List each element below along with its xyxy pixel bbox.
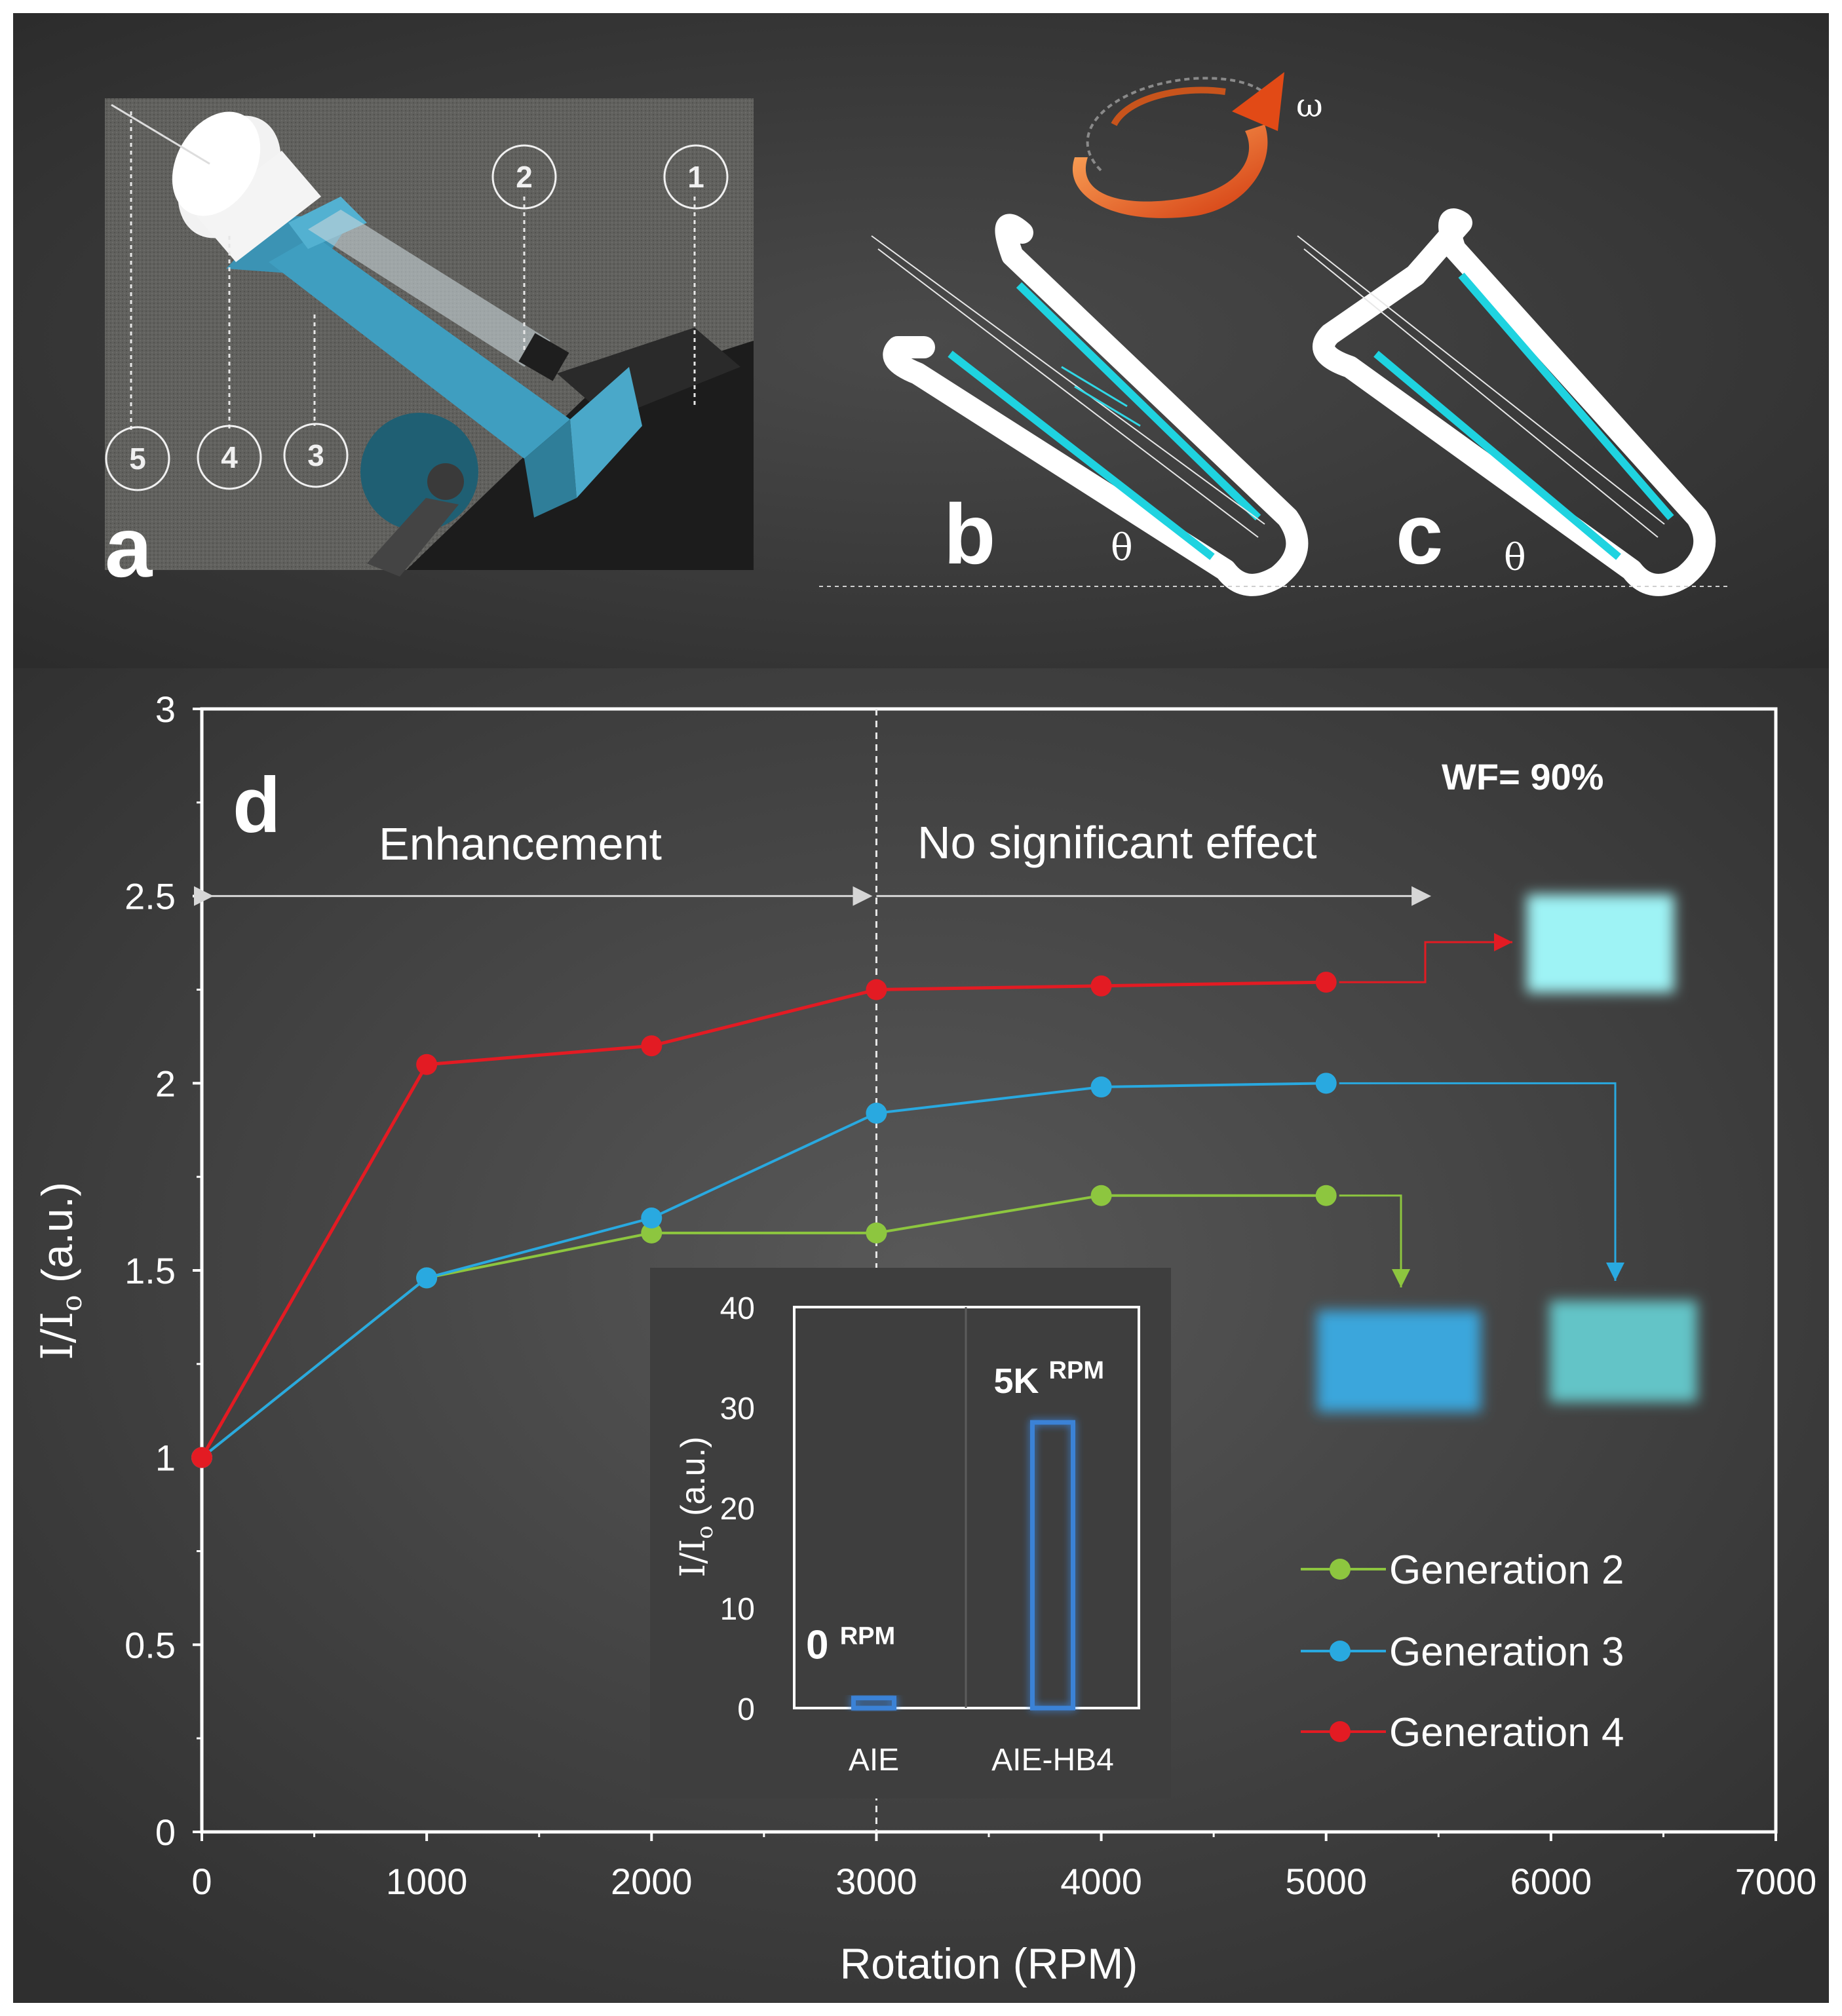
y-axis-label-unit: (a.u.) <box>33 1182 81 1295</box>
inset-bar <box>1030 1420 1075 1711</box>
svg-text:I/Io (a.u.): I/Io (a.u.) <box>674 1437 718 1578</box>
callout-4: 4 <box>221 440 238 474</box>
data-point-generation-4 <box>866 979 887 1000</box>
omega-symbol: ω <box>1296 86 1323 124</box>
x-tick-label: 7000 <box>1735 1861 1817 1902</box>
data-point-generation-2 <box>641 1222 662 1244</box>
data-point-generation-3 <box>416 1267 438 1289</box>
main-chart: 0 0.5 1 1.5 2 2.5 3 0 1000 2000 3000 4000 5000 6000 7… <box>32 689 1816 1988</box>
rotation-arrow-icon <box>1072 72 1284 218</box>
x-tick-label: 2000 <box>611 1861 693 1902</box>
x-tick-label: 5000 <box>1285 1861 1367 1902</box>
inset-y-label-group: I/Io (a.u.) <box>674 1437 718 1578</box>
panel-d-label: d <box>233 761 280 849</box>
panel-b-label: b <box>944 486 995 582</box>
connector-generation-2-head <box>1392 1269 1410 1287</box>
legend-label: Generation 3 <box>1389 1629 1624 1675</box>
inset-y-tick-label: 0 <box>737 1692 755 1727</box>
swatch-generation-4 <box>1527 894 1674 993</box>
data-point-generation-4 <box>1090 975 1112 997</box>
data-point-generation-4 <box>641 1035 662 1057</box>
connector-generation-4 <box>1339 941 1512 983</box>
connector-generation-3-head <box>1606 1263 1624 1281</box>
x-axis-label: Rotation (RPM) <box>840 1939 1138 1988</box>
swatch-generation-3 <box>1550 1301 1697 1402</box>
data-point-generation-2 <box>1090 1185 1112 1206</box>
inset-chart: 0 10 20 30 40 0 RPM 5K RPM AIE AIE-HB4 I/Io (a… <box>650 1268 1171 1798</box>
data-point-generation-3 <box>1090 1076 1112 1098</box>
y-axis-label-sub: o <box>56 1295 88 1311</box>
inset-bar-label: 5K RPM <box>994 1357 1105 1401</box>
inset-bar-label: 0 RPM <box>806 1623 895 1668</box>
y-tick-label: 0 <box>155 1812 176 1853</box>
inset-y-tick-label: 40 <box>720 1291 755 1326</box>
enhancement-label: Enhancement <box>379 818 662 869</box>
panel-a-label: a <box>105 499 153 595</box>
series-line-4 <box>200 980 1326 1458</box>
inset-y-label-unit: (a.u.) <box>674 1437 712 1526</box>
x-tick-label: 1000 <box>386 1861 468 1902</box>
x-tick-label: 3000 <box>835 1861 917 1902</box>
connector-generation-2 <box>1339 1194 1402 1287</box>
inset-category-label: AIE <box>849 1743 899 1778</box>
data-point-generation-3 <box>1315 1073 1337 1094</box>
connector-generation-3 <box>1339 1082 1617 1281</box>
y-tick-label: 1.5 <box>125 1250 176 1291</box>
y-tick-label: 2.5 <box>125 876 176 917</box>
inset-y-tick-label: 30 <box>720 1392 755 1426</box>
inset-y-tick-label: 20 <box>720 1492 755 1527</box>
x-tick-label: 6000 <box>1510 1861 1592 1902</box>
callout-2: 2 <box>516 160 533 194</box>
series-line-3 <box>201 1082 1326 1459</box>
legend-marker <box>1330 1559 1351 1580</box>
callout-3: 3 <box>307 438 324 472</box>
legend-marker <box>1330 1641 1351 1662</box>
y-tick-label: 2 <box>155 1063 176 1104</box>
inset-category-label: AIE-HB4 <box>991 1743 1114 1778</box>
no-effect-label: No significant effect <box>917 817 1317 868</box>
legend: Generation 2 Generation 3 Generation 4 <box>1301 1548 1624 1755</box>
data-point-generation-2 <box>866 1222 887 1244</box>
inset-y-label-sub: o <box>692 1525 718 1538</box>
panel-a-photo: 1 2 3 4 5 a <box>105 98 754 595</box>
y-axis-label: I/I <box>32 1312 83 1360</box>
x-tick-label: 4000 <box>1060 1861 1142 1902</box>
theta-c: θ <box>1504 537 1526 579</box>
svg-text:I/Io (a.u.): I/Io (a.u.) <box>32 1182 88 1360</box>
y-tick-label: 3 <box>155 689 176 730</box>
legend-label: Generation 4 <box>1389 1710 1624 1755</box>
inset-background <box>650 1268 1171 1798</box>
legend-label: Generation 2 <box>1389 1548 1624 1593</box>
callout-5: 5 <box>129 442 146 476</box>
data-point-generation-3 <box>641 1208 662 1229</box>
y-axis-label-group: I/Io (a.u.) <box>32 1182 88 1360</box>
data-point-generation-2 <box>1315 1185 1337 1206</box>
tube-b <box>871 214 1309 596</box>
legend-marker <box>1330 1721 1351 1742</box>
panel-c-label: c <box>1396 486 1443 582</box>
inset-y-label: I/I <box>674 1539 713 1578</box>
x-tick-label: 0 <box>191 1861 212 1902</box>
connector-generation-4-head <box>1494 933 1512 951</box>
swatch-generation-2 <box>1317 1310 1481 1412</box>
inset-y-tick-label: 10 <box>720 1592 755 1627</box>
data-point-generation-4 <box>1315 972 1337 993</box>
tube-c <box>1297 208 1716 596</box>
data-point-generation-4 <box>191 1447 212 1468</box>
inset-bar <box>851 1696 896 1711</box>
data-point-generation-4 <box>416 1054 438 1075</box>
theta-b: θ <box>1111 527 1133 569</box>
panels-b-c-diagram: ω b θ c <box>819 72 1730 596</box>
callout-1: 1 <box>687 160 704 194</box>
wf-annotation: WF= 90% <box>1442 756 1603 797</box>
data-point-generation-3 <box>866 1103 887 1124</box>
y-tick-label: 1 <box>155 1437 176 1479</box>
y-tick-label: 0.5 <box>125 1624 176 1665</box>
